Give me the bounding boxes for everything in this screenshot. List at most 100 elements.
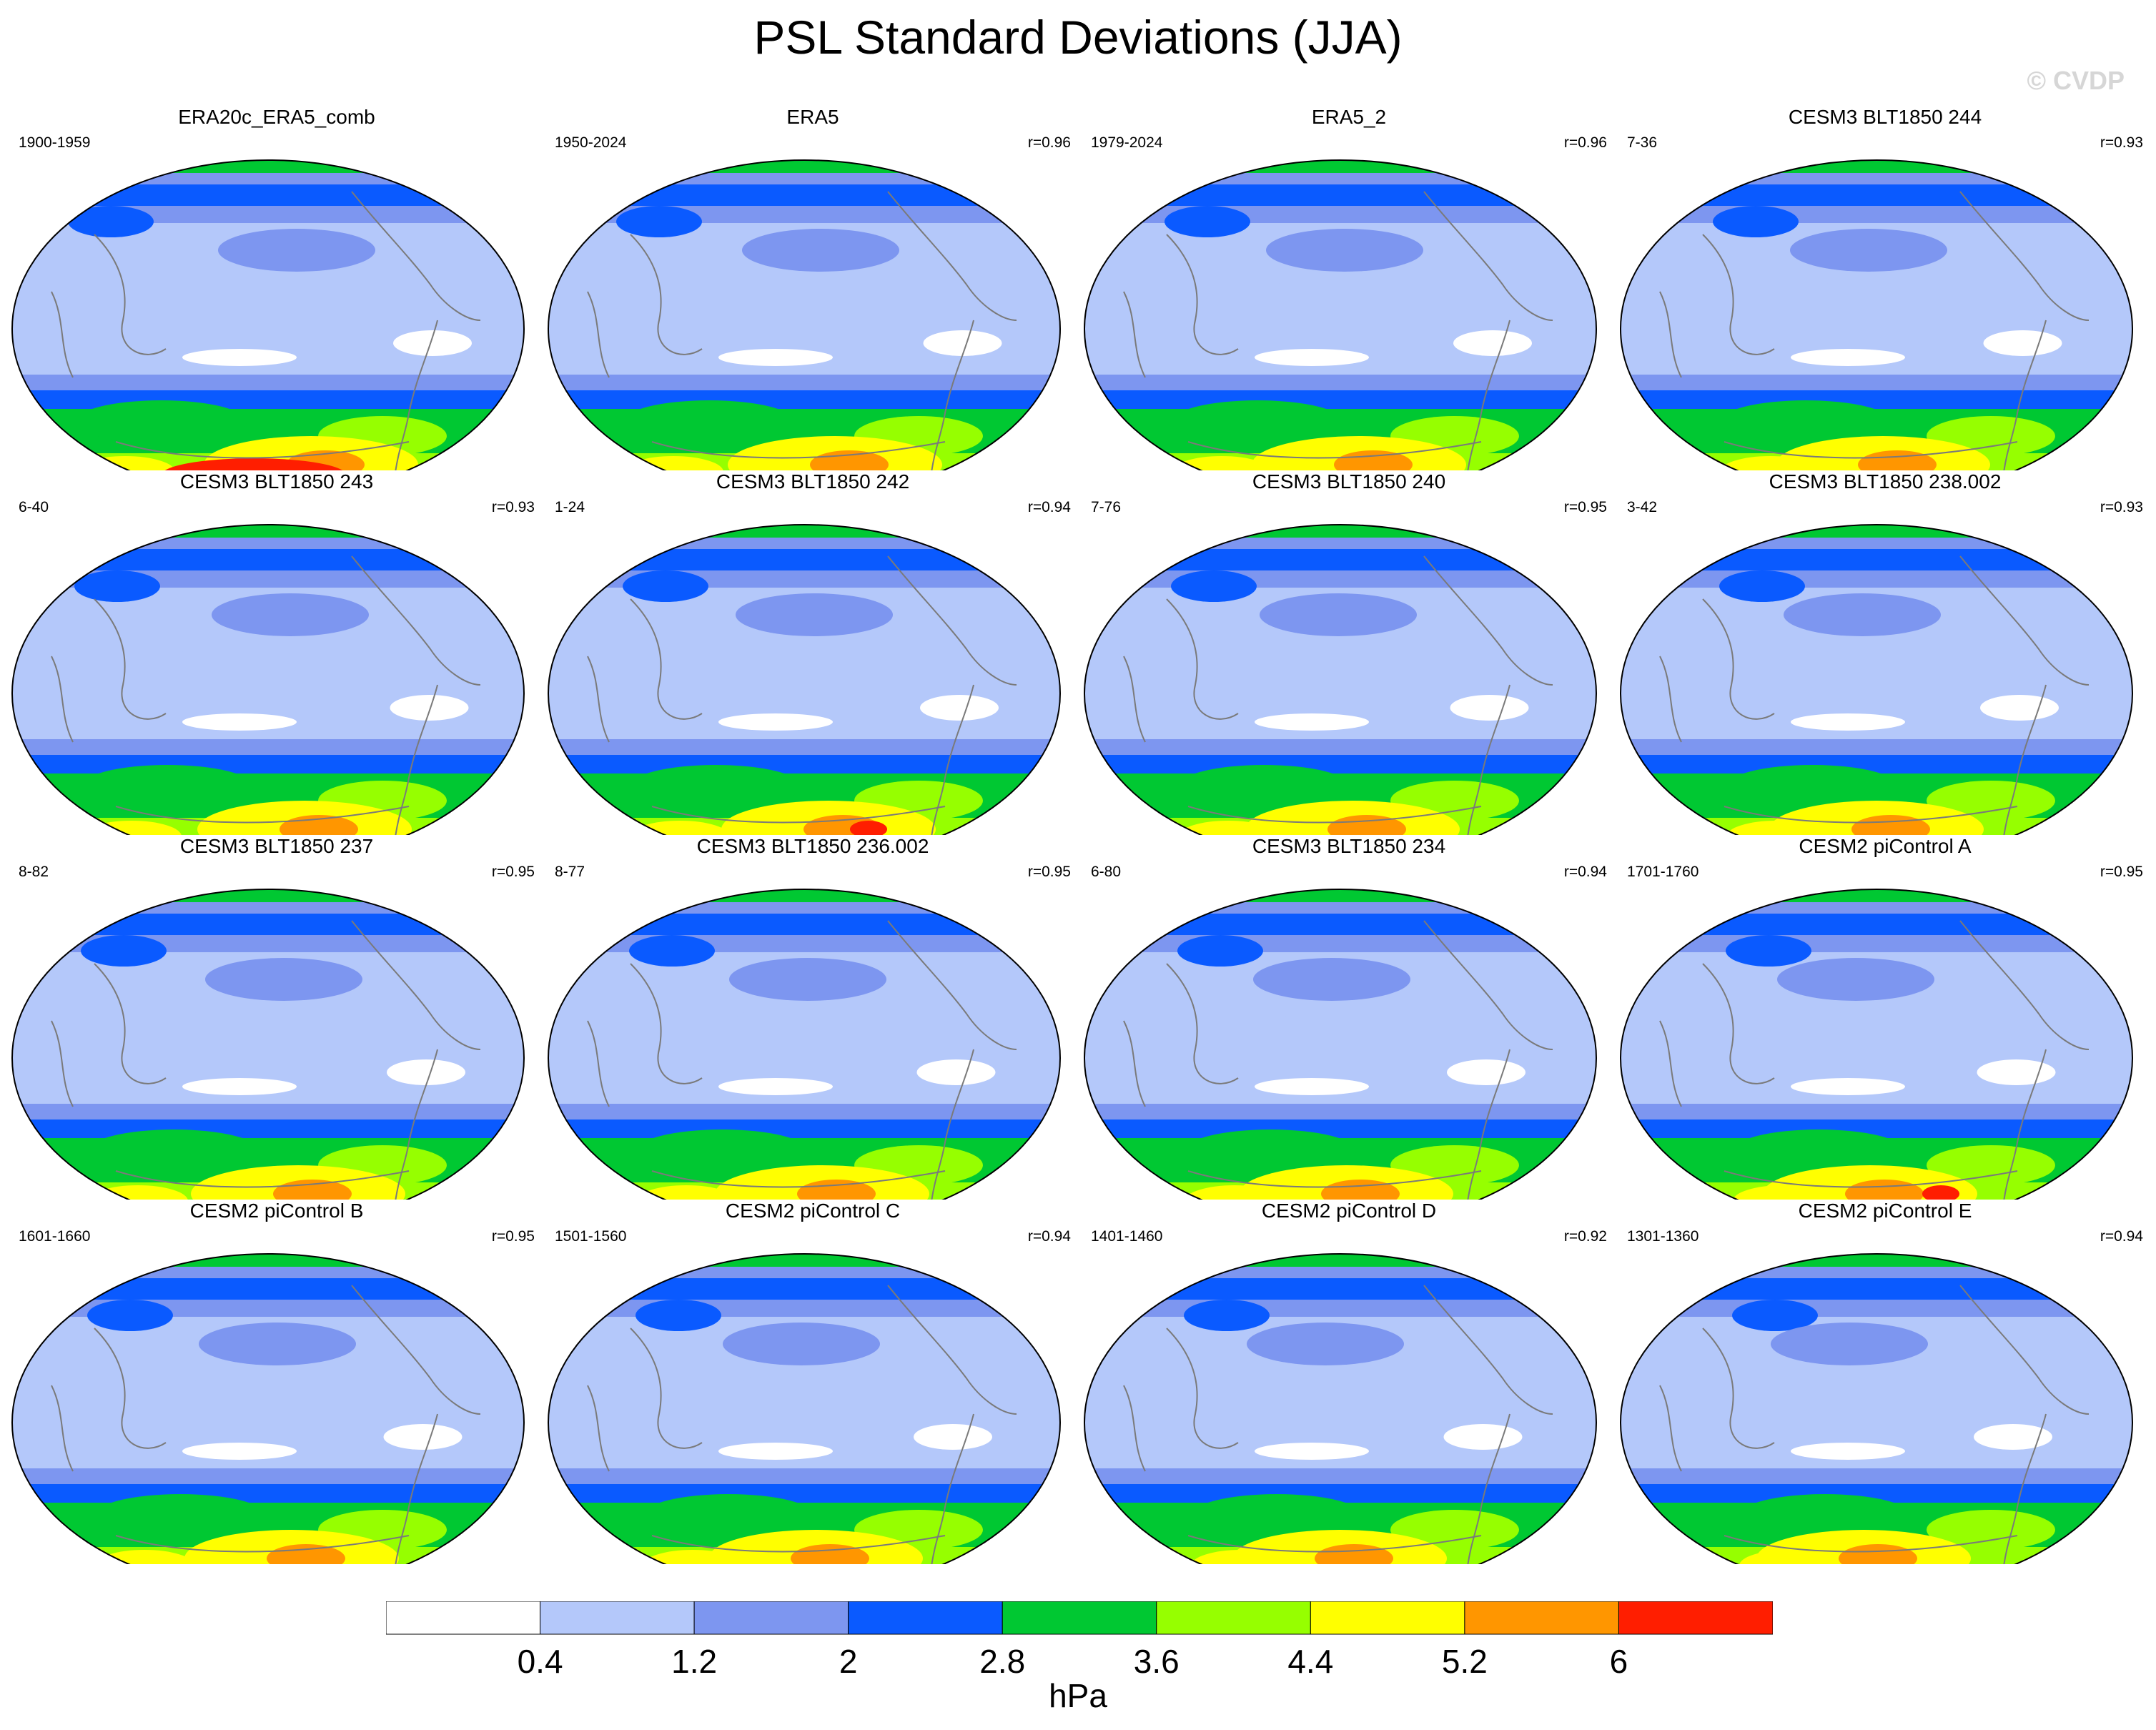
colorbar-swatch — [1464, 1601, 1619, 1635]
panel-title: CESM3 BLT1850 234 — [1252, 835, 1446, 857]
colorbar-unit-label: hPa — [1049, 1677, 1107, 1714]
panel-period: 8-82 — [19, 864, 49, 880]
contour-field — [12, 160, 524, 470]
panel-period: 8-77 — [555, 864, 585, 880]
map-panel: CESM3 BLT1850 237 8-82 r=0.95 — [9, 835, 545, 1200]
colorbar-tick-label: 1.2 — [671, 1643, 717, 1680]
colorbar-tick-label: 3.6 — [1134, 1643, 1180, 1680]
contour-field — [12, 889, 524, 1200]
coastlines — [1123, 555, 1553, 835]
contour-field — [1621, 1254, 2132, 1564]
contour-field — [548, 1254, 1060, 1564]
panel-period: 6-80 — [1091, 864, 1122, 880]
coastlines — [51, 191, 481, 470]
panel-title: CESM3 BLT1850 242 — [716, 470, 910, 493]
coastlines — [587, 191, 1017, 470]
map-panel: CESM3 BLT1850 244 7-36 r=0.93 — [1617, 106, 2153, 470]
robinson-map — [1084, 159, 1597, 470]
coastlines — [1123, 191, 1553, 470]
contour-field — [1084, 1254, 1596, 1564]
panel-period: 1401-1460 — [1091, 1228, 1163, 1245]
panel-title: CESM3 BLT1850 243 — [179, 470, 374, 493]
colorbar-swatch — [848, 1601, 1003, 1635]
robinson-map — [548, 1253, 1061, 1564]
contour-field — [1084, 889, 1596, 1200]
contour-field — [12, 1254, 524, 1564]
panel-title: CESM3 BLT1850 244 — [1788, 106, 1982, 128]
robinson-map — [548, 159, 1061, 470]
contour-field — [548, 525, 1060, 835]
panel-title: CESM2 piControl E — [1798, 1200, 1972, 1222]
panel-period: 7-76 — [1091, 499, 1122, 515]
panel-period: 3-42 — [1627, 499, 1658, 515]
colorbar-tick-label: 0.4 — [518, 1643, 563, 1680]
colorbar-swatch — [1156, 1601, 1311, 1635]
colorbar-tick-label: 5.2 — [1442, 1643, 1488, 1680]
robinson-map — [11, 1253, 525, 1564]
panel-pattern-correlation: r=0.96 — [1563, 134, 1607, 151]
contour-field — [548, 160, 1060, 470]
map-panel: CESM3 BLT1850 240 7-76 r=0.95 — [1081, 470, 1617, 835]
panel-pattern-correlation: r=0.95 — [1563, 499, 1607, 515]
robinson-map — [1620, 1253, 2133, 1564]
robinson-map — [1084, 889, 1597, 1200]
map-panel: CESM3 BLT1850 236.002 8-77 r=0.95 — [545, 835, 1081, 1200]
panel-period: 6-40 — [19, 499, 49, 515]
coastlines — [587, 555, 1017, 835]
coastlines — [1659, 920, 2090, 1200]
panel-title: ERA20c_ERA5_comb — [178, 106, 375, 128]
panel-title: CESM3 BLT1850 236.002 — [696, 835, 929, 857]
robinson-map — [1084, 524, 1597, 835]
panel-title: CESM2 piControl D — [1261, 1200, 1437, 1222]
robinson-map — [11, 524, 525, 835]
colorbar-swatch — [1002, 1601, 1157, 1635]
panel-title: CESM3 BLT1850 240 — [1252, 470, 1446, 493]
panel-pattern-correlation: r=0.93 — [2100, 499, 2143, 515]
map-panel: ERA5 1950-2024 r=0.96 — [545, 106, 1081, 470]
panel-title: CESM2 piControl C — [725, 1200, 901, 1222]
contour-field — [1621, 525, 2132, 835]
map-panel: CESM3 BLT1850 234 6-80 r=0.94 — [1081, 835, 1617, 1200]
panel-period: 1701-1760 — [1627, 864, 1699, 880]
colorbar-swatch — [386, 1601, 541, 1635]
panel-pattern-correlation: r=0.95 — [491, 864, 535, 880]
panel-pattern-correlation: r=0.95 — [1027, 864, 1071, 880]
contour-field — [1084, 160, 1596, 470]
colorbar-tick-label: 4.4 — [1287, 1643, 1333, 1680]
robinson-map — [1620, 889, 2133, 1200]
coastlines — [1123, 1285, 1553, 1564]
map-panel: CESM3 BLT1850 238.002 3-42 r=0.93 — [1617, 470, 2153, 835]
coastlines — [51, 920, 481, 1200]
robinson-map — [1620, 159, 2133, 470]
colorbar-tick-label: 2 — [839, 1643, 858, 1680]
coastlines — [51, 555, 481, 835]
cvdp-watermark: © CVDP — [2027, 66, 2125, 95]
contour-field — [548, 889, 1060, 1200]
robinson-map — [548, 524, 1061, 835]
panel-pattern-correlation: r=0.93 — [2100, 134, 2143, 151]
robinson-map — [1084, 1253, 1597, 1564]
robinson-map — [548, 889, 1061, 1200]
panel-pattern-correlation: r=0.95 — [2100, 864, 2143, 880]
map-panel: CESM2 piControl B 1601-1660 r=0.95 — [9, 1200, 545, 1564]
coastlines — [587, 920, 1017, 1200]
colorbar-swatch — [1310, 1601, 1465, 1635]
panel-period: 7-36 — [1627, 134, 1658, 151]
coastlines — [1659, 191, 2090, 470]
page-title: PSL Standard Deviations (JJA) — [753, 11, 1403, 64]
robinson-map — [1620, 524, 2133, 835]
panel-period: 1950-2024 — [555, 134, 627, 151]
panel-title: ERA5_2 — [1311, 106, 1387, 128]
map-panel: CESM2 piControl E 1301-1360 r=0.94 — [1617, 1200, 2153, 1564]
coastlines — [587, 1285, 1017, 1564]
contour-field — [1084, 525, 1596, 835]
panel-title: CESM3 BLT1850 238.002 — [1769, 470, 2002, 493]
colorbar-swatch — [1618, 1601, 1773, 1635]
map-panel: CESM2 piControl A 1701-1760 r=0.95 — [1617, 835, 2153, 1200]
panel-pattern-correlation: r=0.96 — [1027, 134, 1071, 151]
coastlines — [1659, 1285, 2090, 1564]
panel-period: 1900-1959 — [19, 134, 91, 151]
panel-title: ERA5 — [786, 106, 839, 128]
map-panel: ERA5_2 1979-2024 r=0.96 — [1081, 106, 1617, 470]
map-panel: CESM2 piControl C 1501-1560 r=0.94 — [545, 1200, 1081, 1564]
